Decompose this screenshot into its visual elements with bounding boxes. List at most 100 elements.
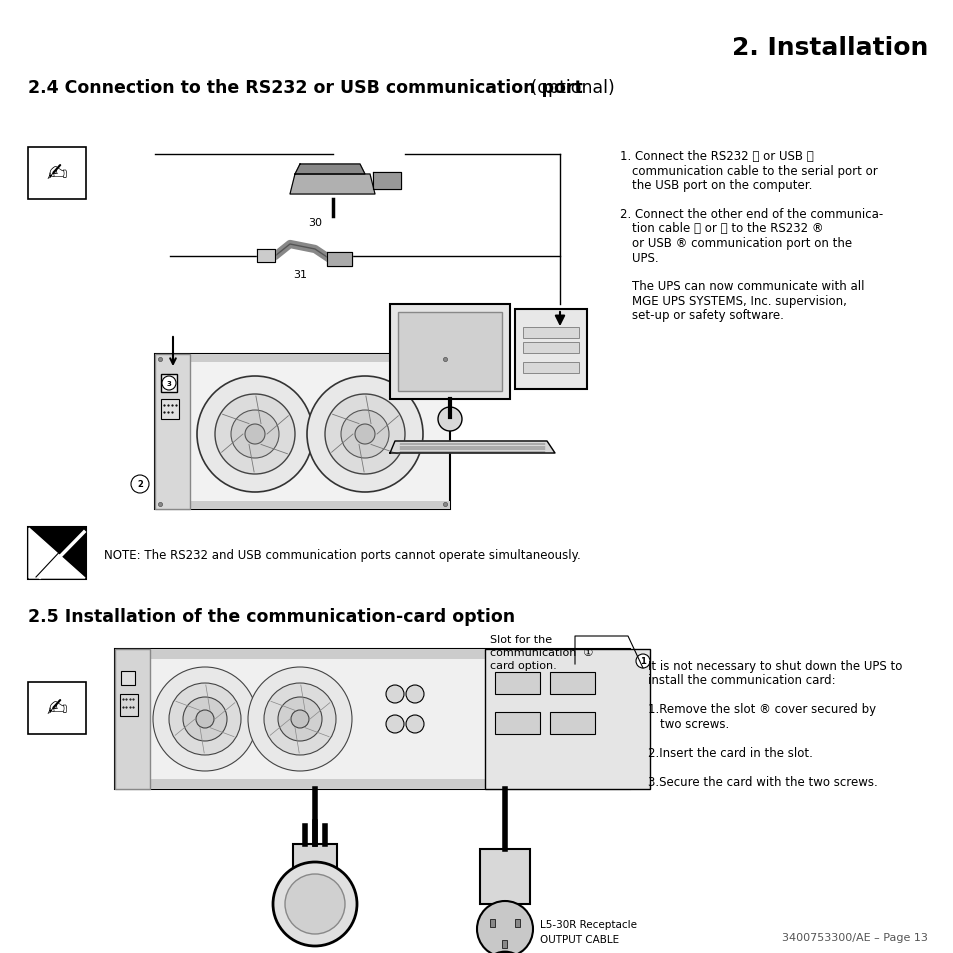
FancyBboxPatch shape xyxy=(522,343,578,354)
Circle shape xyxy=(636,655,649,668)
FancyBboxPatch shape xyxy=(28,148,86,200)
FancyBboxPatch shape xyxy=(522,328,578,338)
Circle shape xyxy=(386,685,403,703)
Text: set-up or safety software.: set-up or safety software. xyxy=(631,309,783,322)
FancyBboxPatch shape xyxy=(121,671,135,685)
FancyBboxPatch shape xyxy=(502,940,507,948)
Circle shape xyxy=(291,710,309,728)
Circle shape xyxy=(131,476,149,494)
Text: MGE UPS SYSTEMS, Inc. supervision,: MGE UPS SYSTEMS, Inc. supervision, xyxy=(631,294,846,308)
Circle shape xyxy=(285,874,345,934)
Text: 31: 31 xyxy=(293,270,307,280)
FancyBboxPatch shape xyxy=(115,649,150,789)
FancyBboxPatch shape xyxy=(479,849,530,904)
FancyBboxPatch shape xyxy=(154,355,190,510)
FancyBboxPatch shape xyxy=(490,919,495,927)
FancyBboxPatch shape xyxy=(115,649,629,789)
Polygon shape xyxy=(390,441,555,454)
Text: 2. Connect the other end of the communica-: 2. Connect the other end of the communic… xyxy=(619,208,882,221)
Circle shape xyxy=(183,698,227,741)
Text: 30: 30 xyxy=(308,218,322,228)
Text: OUTPUT CABLE: OUTPUT CABLE xyxy=(539,934,618,944)
FancyBboxPatch shape xyxy=(550,712,595,734)
FancyBboxPatch shape xyxy=(550,672,595,695)
Circle shape xyxy=(273,862,356,946)
Circle shape xyxy=(277,698,322,741)
Text: L5-30R Receptacle: L5-30R Receptacle xyxy=(539,919,637,929)
Circle shape xyxy=(437,408,461,432)
Text: tion cable ⓞ or ⓟ to the RS232 ®: tion cable ⓞ or ⓟ to the RS232 ® xyxy=(631,222,822,235)
Polygon shape xyxy=(290,174,375,194)
Polygon shape xyxy=(294,165,365,174)
FancyBboxPatch shape xyxy=(120,695,138,717)
FancyBboxPatch shape xyxy=(397,313,501,392)
Text: (optional): (optional) xyxy=(524,79,614,97)
Polygon shape xyxy=(373,172,400,190)
Circle shape xyxy=(406,716,423,733)
Text: or USB ® communication port on the: or USB ® communication port on the xyxy=(631,236,851,250)
Text: 2.Insert the card in the slot.: 2.Insert the card in the slot. xyxy=(647,746,812,760)
Text: 3.Secure the card with the two screws.: 3.Secure the card with the two screws. xyxy=(647,775,877,788)
FancyBboxPatch shape xyxy=(28,682,86,734)
Polygon shape xyxy=(29,529,85,578)
Circle shape xyxy=(214,395,294,475)
FancyBboxPatch shape xyxy=(154,355,450,510)
FancyBboxPatch shape xyxy=(115,649,629,659)
Polygon shape xyxy=(327,253,352,267)
Circle shape xyxy=(248,667,352,771)
Text: 2: 2 xyxy=(137,480,143,489)
FancyBboxPatch shape xyxy=(522,363,578,374)
Circle shape xyxy=(264,683,335,755)
Circle shape xyxy=(196,376,313,493)
FancyBboxPatch shape xyxy=(154,501,450,510)
Circle shape xyxy=(245,424,265,444)
Text: communication  ①: communication ① xyxy=(490,647,593,658)
Circle shape xyxy=(476,901,533,953)
Circle shape xyxy=(195,710,213,728)
Text: It is not necessary to shut down the UPS to: It is not necessary to shut down the UPS… xyxy=(647,659,902,672)
Text: 3400753300/AE – Page 13: 3400753300/AE – Page 13 xyxy=(781,932,927,942)
Text: two screws.: two screws. xyxy=(659,718,728,730)
Text: 2.4 Connection to the RS232 or USB communication port: 2.4 Connection to the RS232 or USB commu… xyxy=(28,79,582,97)
Text: card option.: card option. xyxy=(490,660,557,670)
Circle shape xyxy=(325,395,405,475)
Text: 1: 1 xyxy=(639,657,645,666)
Text: UPS.: UPS. xyxy=(631,252,658,264)
FancyBboxPatch shape xyxy=(390,305,510,399)
Circle shape xyxy=(169,683,241,755)
FancyBboxPatch shape xyxy=(293,844,336,879)
Text: NOTE: The RS232 and USB communication ports cannot operate simultaneously.: NOTE: The RS232 and USB communication po… xyxy=(104,549,580,562)
Circle shape xyxy=(355,424,375,444)
Text: The UPS can now communicate with all: The UPS can now communicate with all xyxy=(631,280,863,294)
Text: 1.Remove the slot ® cover secured by: 1.Remove the slot ® cover secured by xyxy=(647,702,875,716)
Circle shape xyxy=(231,411,278,458)
FancyBboxPatch shape xyxy=(161,399,179,419)
Text: 2. Installation: 2. Installation xyxy=(731,36,927,60)
FancyBboxPatch shape xyxy=(161,375,177,393)
Text: 2.5 Installation of the communication-card option: 2.5 Installation of the communication-ca… xyxy=(28,607,515,625)
FancyBboxPatch shape xyxy=(115,780,629,789)
Polygon shape xyxy=(256,250,274,263)
Circle shape xyxy=(307,376,422,493)
FancyBboxPatch shape xyxy=(495,712,539,734)
Circle shape xyxy=(152,667,256,771)
Text: install the communication card:: install the communication card: xyxy=(647,674,835,687)
Text: the USB port on the computer.: the USB port on the computer. xyxy=(631,179,812,192)
Text: Slot for the: Slot for the xyxy=(490,635,552,644)
Circle shape xyxy=(406,685,423,703)
FancyBboxPatch shape xyxy=(154,355,450,363)
FancyBboxPatch shape xyxy=(28,527,86,579)
Text: 3: 3 xyxy=(167,380,172,387)
Text: ✍: ✍ xyxy=(47,162,68,186)
Circle shape xyxy=(482,952,526,953)
Text: 1. Connect the RS232 ⓞ or USB ⓟ: 1. Connect the RS232 ⓞ or USB ⓟ xyxy=(619,150,813,163)
FancyBboxPatch shape xyxy=(495,672,539,695)
FancyBboxPatch shape xyxy=(484,649,649,789)
FancyBboxPatch shape xyxy=(514,919,519,927)
Circle shape xyxy=(340,411,389,458)
Text: ✍: ✍ xyxy=(47,697,68,720)
FancyBboxPatch shape xyxy=(515,310,586,390)
Text: communication cable to the serial port or: communication cable to the serial port o… xyxy=(631,164,877,177)
Circle shape xyxy=(386,716,403,733)
Circle shape xyxy=(162,376,175,391)
